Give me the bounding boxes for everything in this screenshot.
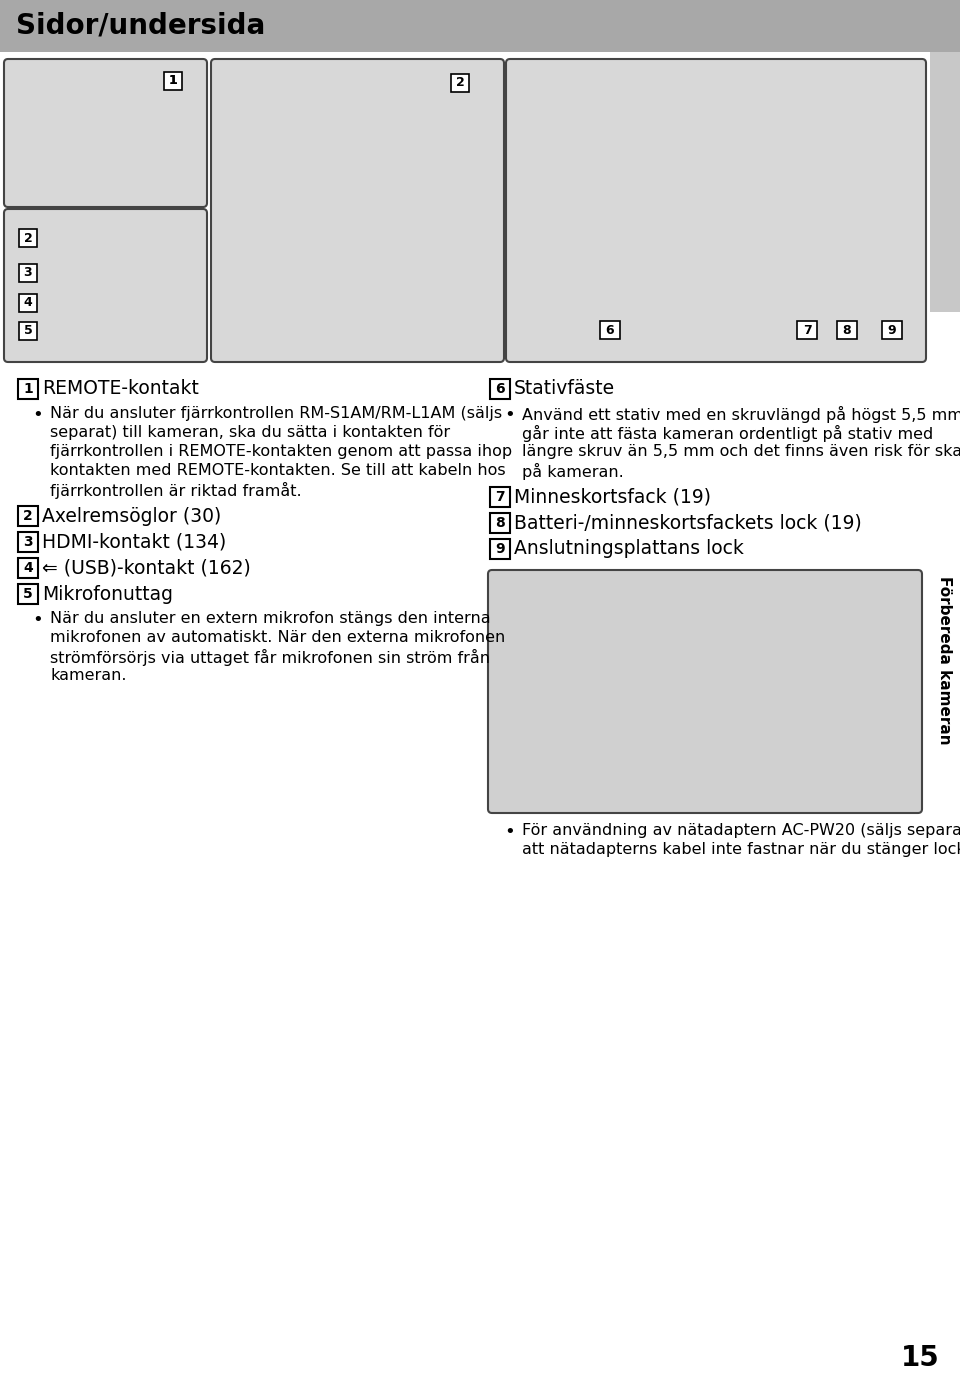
FancyBboxPatch shape	[18, 507, 38, 526]
Text: 1: 1	[169, 75, 178, 87]
Text: 2: 2	[24, 231, 33, 245]
Text: Mikrofonuttag: Mikrofonuttag	[42, 584, 173, 603]
Text: 5: 5	[23, 587, 33, 601]
Text: strömförsörjs via uttaget får mikrofonen sin ström från: strömförsörjs via uttaget får mikrofonen…	[50, 649, 490, 666]
FancyBboxPatch shape	[18, 558, 38, 579]
Text: 15: 15	[900, 1344, 940, 1372]
Text: 2: 2	[23, 509, 33, 523]
Text: •: •	[33, 406, 43, 424]
Text: att nätadapterns kabel inte fastnar när du stänger locket.: att nätadapterns kabel inte fastnar när …	[522, 841, 960, 857]
Text: fjärrkontrollen är riktad framåt.: fjärrkontrollen är riktad framåt.	[50, 482, 301, 500]
FancyBboxPatch shape	[490, 379, 510, 399]
FancyBboxPatch shape	[506, 60, 926, 363]
Text: Anslutningsplattans lock: Anslutningsplattans lock	[514, 540, 744, 559]
Text: 8: 8	[843, 324, 852, 336]
FancyBboxPatch shape	[451, 73, 469, 91]
Text: HDMI-kontakt (134): HDMI-kontakt (134)	[42, 533, 227, 551]
Text: •: •	[505, 823, 516, 841]
Text: 2: 2	[456, 76, 465, 90]
Text: Använd ett stativ med en skruvlängd på högst 5,5 mm. Det: Använd ett stativ med en skruvlängd på h…	[522, 406, 960, 424]
Text: 3: 3	[23, 536, 33, 549]
Text: kameran.: kameran.	[50, 668, 127, 682]
Text: •: •	[33, 610, 43, 628]
Text: 1: 1	[23, 382, 33, 396]
FancyBboxPatch shape	[19, 228, 37, 246]
Text: på kameran.: på kameran.	[522, 464, 624, 480]
FancyBboxPatch shape	[882, 321, 902, 339]
Text: 6: 6	[606, 324, 614, 336]
Text: 4: 4	[24, 296, 33, 310]
Text: fjärrkontrollen i REMOTE-kontakten genom att passa ihop: fjärrkontrollen i REMOTE-kontakten genom…	[50, 444, 512, 459]
FancyBboxPatch shape	[490, 487, 510, 507]
Text: 9: 9	[888, 324, 897, 336]
Text: mikrofonen av automatiskt. När den externa mikrofonen: mikrofonen av automatiskt. När den exter…	[50, 630, 505, 645]
Bar	[930, 53, 960, 311]
Text: 7: 7	[495, 490, 505, 504]
Text: 8: 8	[495, 516, 505, 530]
FancyBboxPatch shape	[18, 584, 38, 603]
Text: längre skruv än 5,5 mm och det finns även risk för skador: längre skruv än 5,5 mm och det finns äve…	[522, 444, 960, 459]
Text: 4: 4	[23, 561, 33, 574]
Text: 9: 9	[495, 543, 505, 556]
Text: separat) till kameran, ska du sätta i kontakten för: separat) till kameran, ska du sätta i ko…	[50, 425, 450, 440]
FancyBboxPatch shape	[19, 264, 37, 282]
Text: ⇐ (USB)-kontakt (162): ⇐ (USB)-kontakt (162)	[42, 559, 251, 577]
Text: Sidor/undersida: Sidor/undersida	[16, 12, 265, 40]
Text: Batteri-/minneskortsfackets lock (19): Batteri-/minneskortsfackets lock (19)	[514, 513, 862, 533]
FancyBboxPatch shape	[19, 322, 37, 340]
FancyBboxPatch shape	[797, 321, 817, 339]
Text: 3: 3	[24, 267, 33, 280]
Text: Axelremsöglor (30): Axelremsöglor (30)	[42, 507, 221, 526]
Text: 7: 7	[803, 324, 811, 336]
FancyBboxPatch shape	[837, 321, 857, 339]
Text: 1: 1	[169, 75, 178, 87]
FancyBboxPatch shape	[164, 72, 182, 90]
FancyBboxPatch shape	[490, 513, 510, 533]
Bar	[0, 0, 960, 53]
Text: När du ansluter fjärrkontrollen RM-S1AM/RM-L1AM (säljs: När du ansluter fjärrkontrollen RM-S1AM/…	[50, 406, 502, 421]
Text: 5: 5	[24, 324, 33, 338]
Text: När du ansluter en extern mikrofon stängs den interna: När du ansluter en extern mikrofon stäng…	[50, 610, 491, 626]
Text: Förbereda kameran: Förbereda kameran	[938, 576, 952, 745]
FancyBboxPatch shape	[18, 531, 38, 552]
Text: Minneskortsfack (19): Minneskortsfack (19)	[514, 487, 711, 507]
Text: •: •	[505, 406, 516, 424]
FancyBboxPatch shape	[19, 293, 37, 311]
FancyBboxPatch shape	[600, 321, 620, 339]
Text: 6: 6	[495, 382, 505, 396]
FancyBboxPatch shape	[4, 209, 207, 363]
Text: kontakten med REMOTE-kontakten. Se till att kabeln hos: kontakten med REMOTE-kontakten. Se till …	[50, 464, 506, 477]
FancyBboxPatch shape	[18, 379, 38, 399]
Text: Stativfäste: Stativfäste	[514, 379, 615, 399]
FancyBboxPatch shape	[4, 60, 207, 208]
Text: För användning av nätadaptern AC-PW20 (säljs separat) Se till: För användning av nätadaptern AC-PW20 (s…	[522, 823, 960, 837]
FancyBboxPatch shape	[488, 570, 922, 812]
Text: REMOTE-kontakt: REMOTE-kontakt	[42, 379, 199, 399]
Text: går inte att fästa kameran ordentligt på stativ med: går inte att fästa kameran ordentligt på…	[522, 425, 933, 441]
FancyBboxPatch shape	[490, 538, 510, 559]
FancyBboxPatch shape	[211, 60, 504, 363]
